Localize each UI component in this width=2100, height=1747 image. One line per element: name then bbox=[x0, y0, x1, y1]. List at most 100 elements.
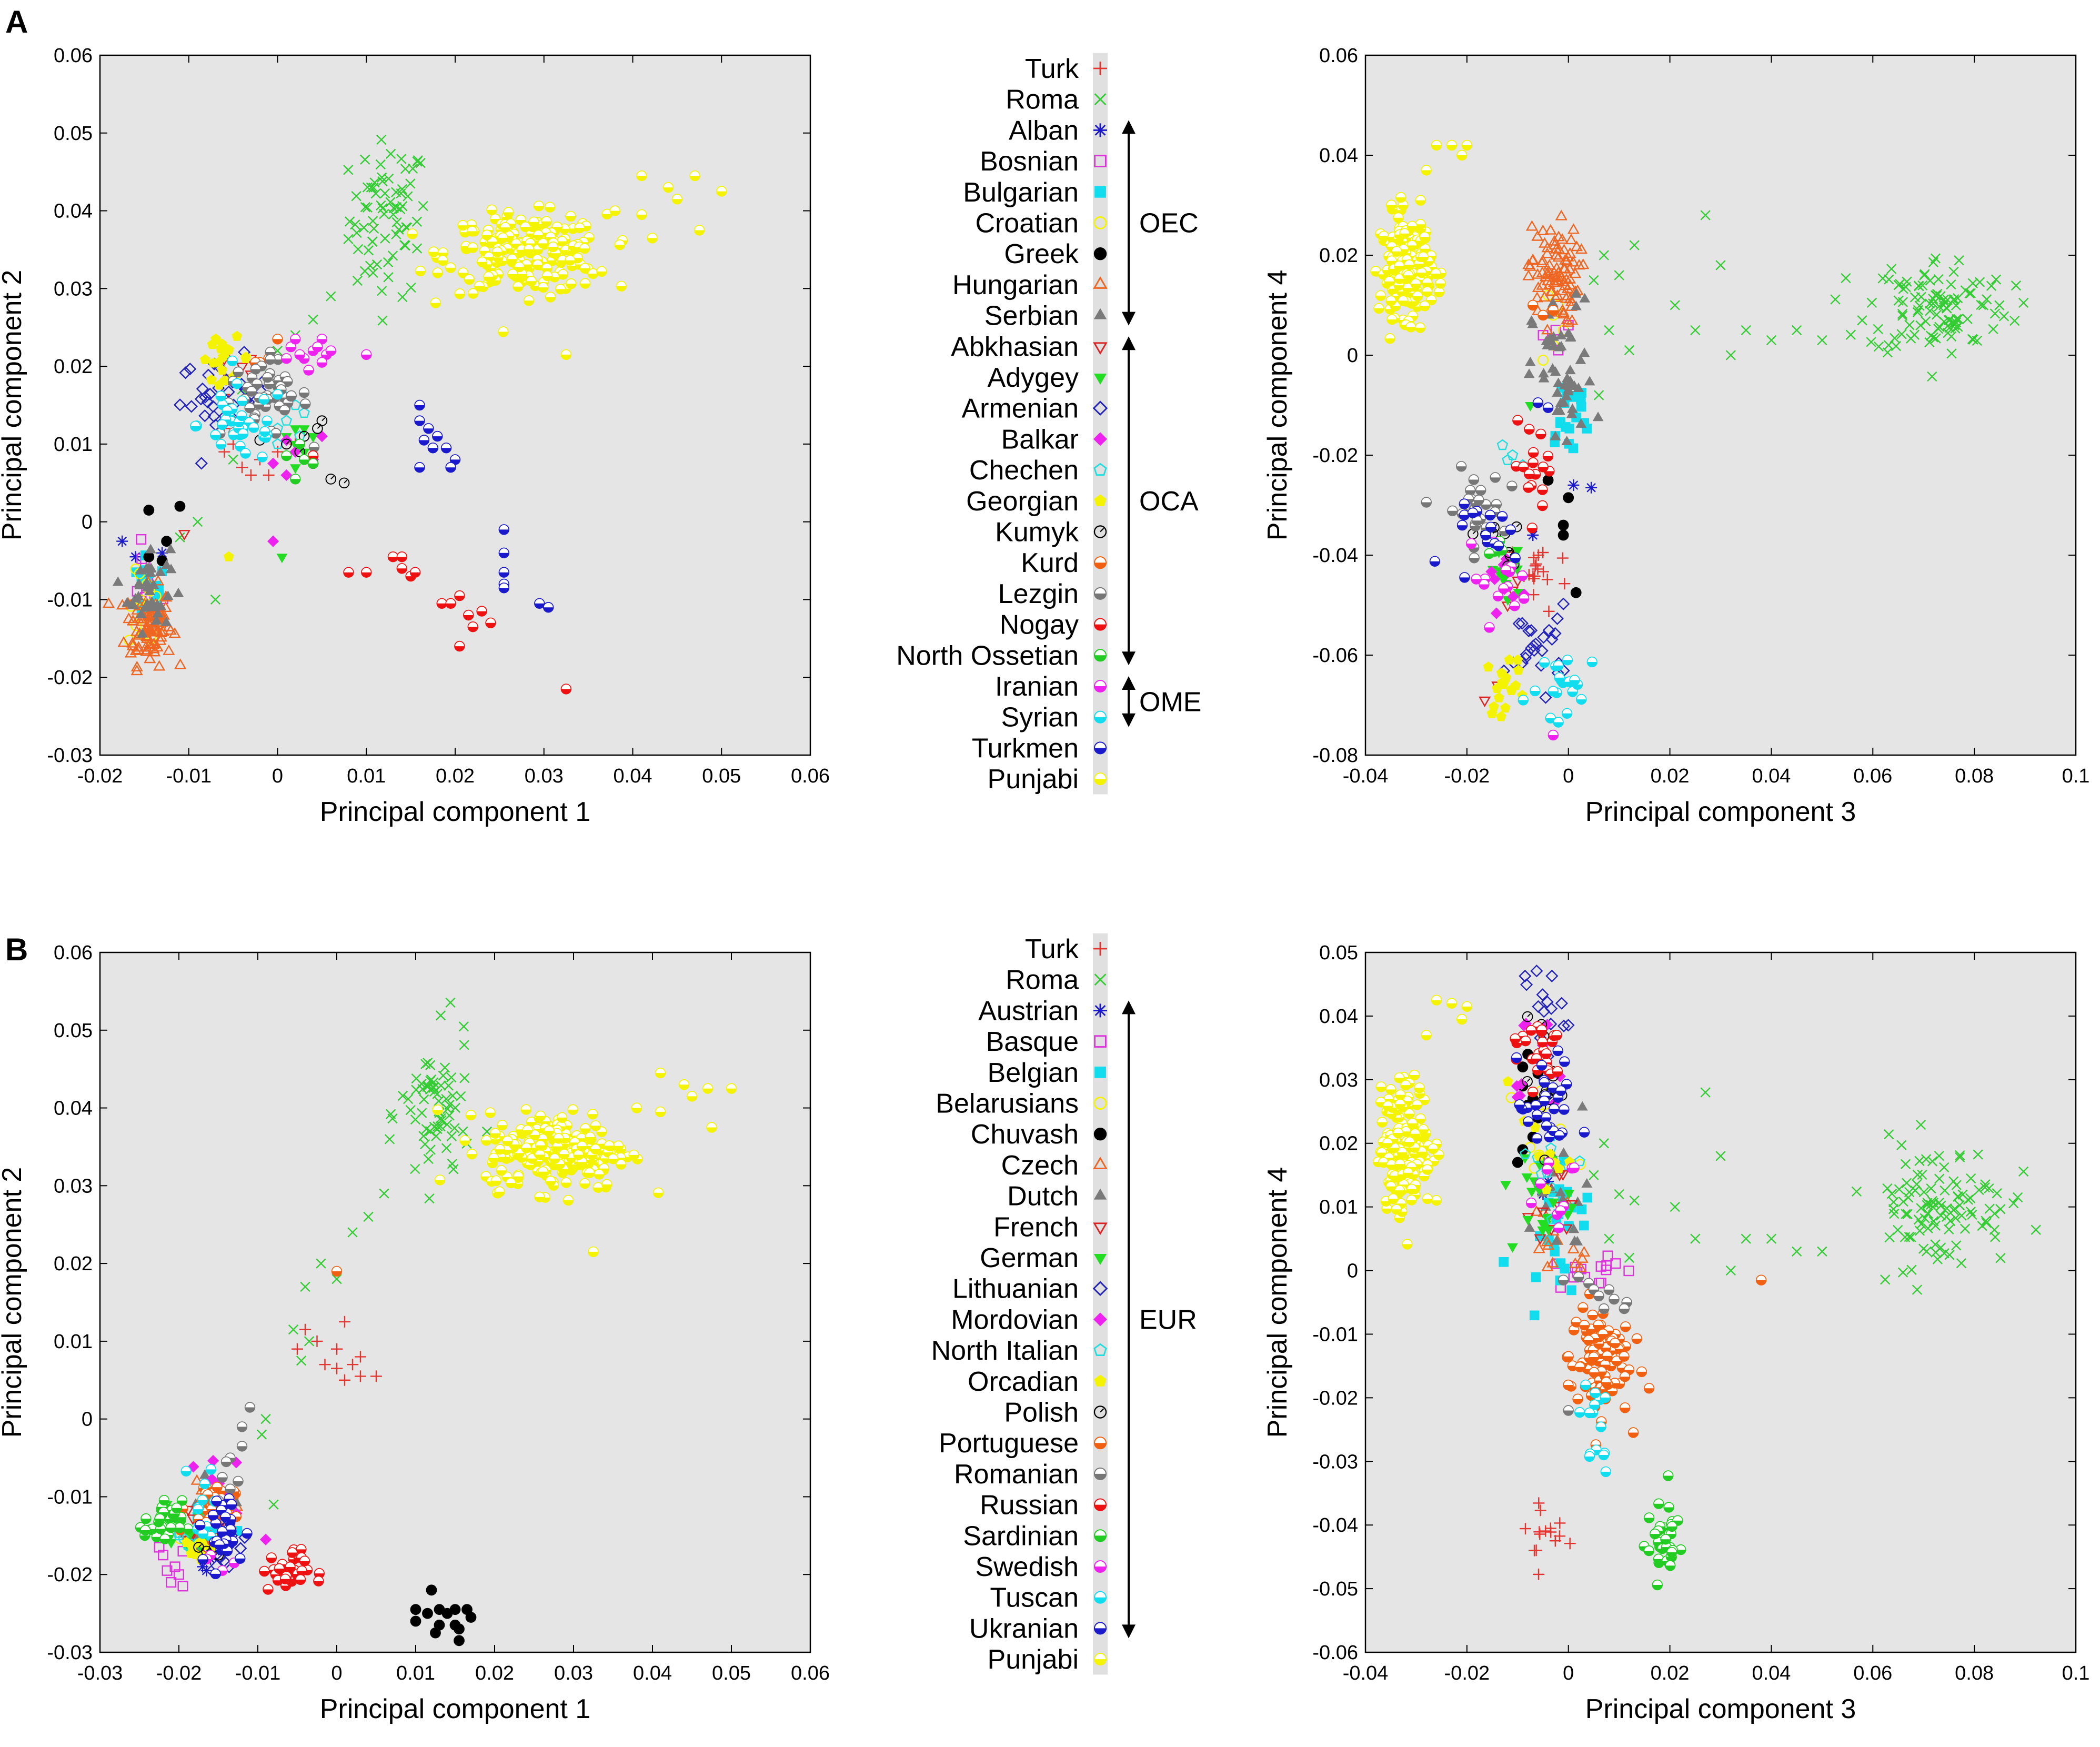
point-roma bbox=[1624, 1252, 1635, 1263]
point-punjabi bbox=[549, 1153, 560, 1164]
point-punjabi bbox=[726, 1083, 737, 1094]
point-hungarian bbox=[129, 644, 142, 655]
point-punjabi bbox=[494, 1144, 506, 1155]
point-nogay bbox=[467, 621, 478, 632]
y-tick-label: 0.02 bbox=[1319, 1133, 1358, 1155]
point-armenian bbox=[1537, 631, 1550, 644]
point-adygey bbox=[1525, 402, 1536, 412]
point-iranian bbox=[316, 357, 328, 368]
point-hungarian bbox=[1577, 258, 1590, 269]
point-punjabi bbox=[445, 262, 456, 273]
point-punjabi bbox=[544, 1125, 555, 1137]
point-turk bbox=[1564, 1538, 1576, 1550]
y-tick-label: -0.01 bbox=[1312, 1323, 1358, 1346]
x-tick-label: 0.02 bbox=[1651, 1662, 1690, 1684]
x-tick-label: -0.02 bbox=[1444, 765, 1490, 787]
point-ukranian bbox=[1559, 1104, 1570, 1115]
point-serbian bbox=[1566, 408, 1577, 418]
y-tick-label: 0.03 bbox=[54, 278, 93, 300]
point-hungarian bbox=[1558, 262, 1570, 274]
point-russian bbox=[1537, 1037, 1548, 1048]
point-punjabi bbox=[1428, 1143, 1439, 1154]
point-punjabi bbox=[467, 288, 479, 299]
point-punjabi bbox=[1430, 268, 1441, 279]
point-roma bbox=[353, 244, 364, 255]
point-russian bbox=[295, 1574, 306, 1585]
point-hungarian bbox=[102, 597, 115, 608]
y-tick-label: -0.02 bbox=[47, 1564, 93, 1586]
point-hungarian bbox=[1570, 240, 1583, 252]
point-roma bbox=[296, 1356, 307, 1366]
point-roma bbox=[441, 1119, 453, 1130]
point-serbian bbox=[1550, 430, 1561, 440]
legend-entry-tuscan: Tuscan bbox=[990, 1583, 1079, 1613]
point-romanian bbox=[244, 1402, 256, 1413]
point-roma bbox=[1939, 1162, 1950, 1173]
point-turkmen bbox=[1542, 402, 1554, 413]
point-sardinian bbox=[1663, 1470, 1674, 1481]
point-dutch bbox=[1581, 1178, 1593, 1188]
point-roma bbox=[1954, 255, 1964, 266]
legend-marker-austrian bbox=[1093, 1003, 1107, 1018]
point-hungarian bbox=[1541, 247, 1553, 258]
point-ukranian bbox=[1555, 1085, 1566, 1096]
series-chuvash bbox=[410, 1584, 477, 1646]
point-roma bbox=[1614, 1189, 1624, 1200]
point-punjabi bbox=[428, 246, 439, 257]
point-punjabi bbox=[1419, 300, 1430, 312]
point-roma bbox=[1918, 1187, 1930, 1198]
point-russian bbox=[1541, 1048, 1552, 1059]
legend-entry-hungarian: Hungarian bbox=[952, 270, 1079, 300]
point-belgian bbox=[1531, 1272, 1541, 1282]
point-hungarian bbox=[135, 613, 147, 624]
point-turk bbox=[331, 1343, 343, 1355]
point-nogay bbox=[1537, 500, 1548, 511]
point-north-ossetian bbox=[298, 454, 310, 465]
point-georgian bbox=[206, 374, 217, 385]
point-syrian bbox=[237, 395, 248, 406]
point-alban bbox=[1568, 479, 1580, 491]
point-roma bbox=[1791, 325, 1802, 336]
point-punjabi bbox=[497, 232, 508, 244]
point-hungarian bbox=[134, 599, 146, 611]
point-sardinian bbox=[1660, 1534, 1671, 1545]
point-roma bbox=[431, 1131, 441, 1141]
point-sardinian bbox=[1665, 1560, 1676, 1571]
legend-marker-georgian bbox=[1094, 494, 1107, 506]
point-punjabi bbox=[523, 295, 535, 306]
point-romanian bbox=[233, 1475, 244, 1487]
point-chechen bbox=[1502, 454, 1513, 465]
point-roma bbox=[403, 1093, 414, 1105]
point-punjabi bbox=[1396, 1147, 1408, 1158]
point-punjabi bbox=[604, 1140, 615, 1151]
point-punjabi bbox=[1394, 1184, 1405, 1196]
legend-group-label: EUR bbox=[1139, 1304, 1197, 1335]
point-nogay bbox=[436, 598, 447, 609]
point-roma bbox=[444, 1100, 455, 1110]
point-sardinian bbox=[154, 1513, 165, 1524]
point-roma bbox=[1882, 1183, 1893, 1194]
point-turk bbox=[1537, 547, 1549, 558]
point-iranian bbox=[1484, 622, 1495, 633]
point-turk bbox=[1545, 1526, 1557, 1538]
point-orcadian bbox=[1553, 1163, 1564, 1173]
point-roma bbox=[1953, 1191, 1963, 1202]
point-punjabi bbox=[1386, 314, 1398, 325]
x-tick-label: 0 bbox=[331, 1662, 342, 1684]
point-roma bbox=[379, 1188, 389, 1199]
point-punjabi bbox=[628, 1149, 639, 1161]
point-chuvash bbox=[1517, 1061, 1529, 1072]
series-portuguese bbox=[1562, 1274, 1767, 1450]
point-nogay bbox=[454, 640, 465, 652]
point-roma bbox=[1845, 329, 1856, 340]
point-adygey bbox=[289, 464, 301, 474]
point-romanian bbox=[1573, 1271, 1584, 1282]
point-roma bbox=[300, 1281, 310, 1292]
point-greek bbox=[1570, 587, 1582, 598]
point-roma bbox=[362, 202, 373, 213]
point-serbian bbox=[1548, 340, 1559, 350]
point-roma bbox=[446, 1131, 457, 1141]
point-armenian bbox=[179, 366, 192, 379]
point-roma bbox=[1897, 310, 1908, 321]
point-serbian bbox=[1558, 397, 1570, 407]
